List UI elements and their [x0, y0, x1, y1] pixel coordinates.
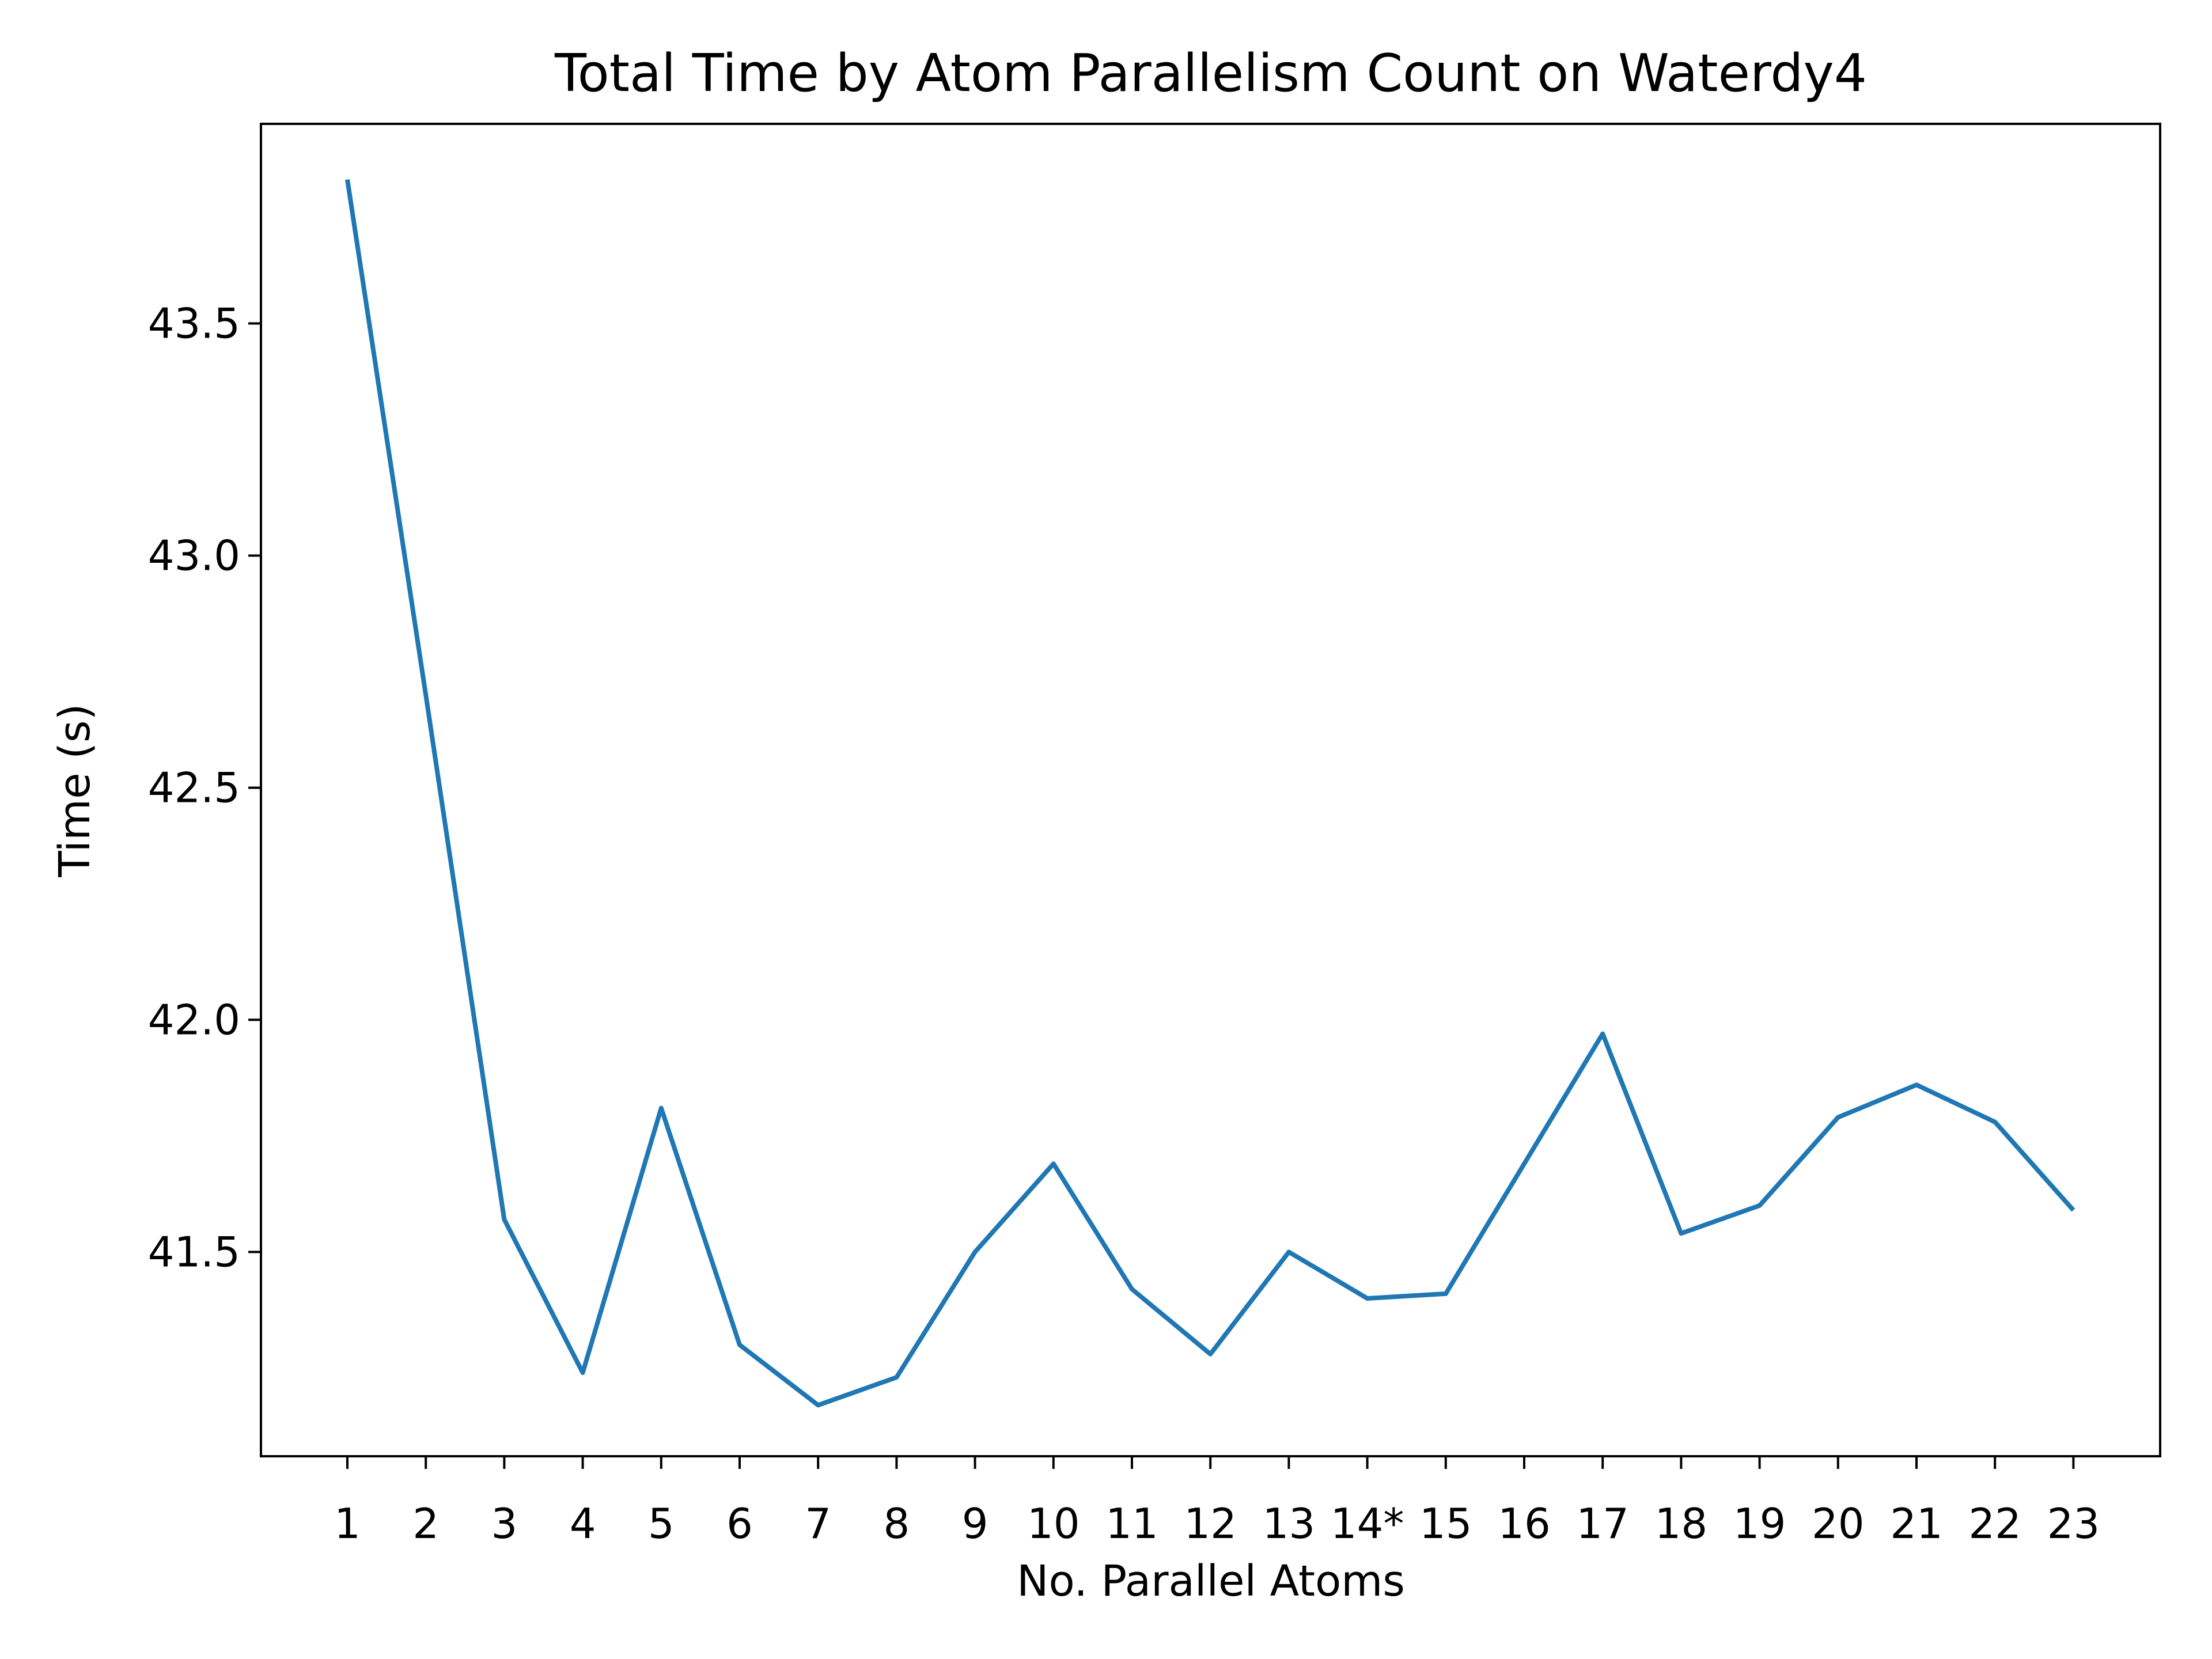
- y-axis-ticks: 41.5 42.0 42.5 43.0 43.5: [148, 300, 261, 1276]
- x-tick-label: 6: [726, 1499, 753, 1548]
- x-tick-label: 1: [334, 1499, 361, 1548]
- x-tick-label: 5: [648, 1499, 675, 1548]
- y-tick-label: 41.5: [148, 1228, 240, 1276]
- y-tick-label: 42.0: [148, 995, 240, 1044]
- x-tick-label: 18: [1655, 1499, 1708, 1548]
- x-tick-label: 14*: [1331, 1499, 1404, 1548]
- x-axis-ticks: 1 2 3 4 5 6 7 8 9 10 11 12 13 14* 15 16 17 18 19 20 21 22 23: [334, 1456, 2100, 1548]
- x-tick-label: 10: [1027, 1499, 1080, 1548]
- x-axis-label: No. Parallel Atoms: [1017, 1556, 1405, 1606]
- x-tick-label: 15: [1419, 1499, 1472, 1548]
- x-tick-label: 13: [1263, 1499, 1316, 1548]
- x-tick-label: 8: [883, 1499, 910, 1548]
- y-tick-label: 43.0: [148, 532, 240, 580]
- x-tick-label: 16: [1498, 1499, 1551, 1548]
- plot-area-frame: [260, 123, 2161, 1457]
- series-layer: [345, 179, 2075, 1408]
- y-tick-label: 42.5: [148, 763, 240, 812]
- x-tick-label: 3: [491, 1499, 517, 1548]
- x-tick-label: 21: [1890, 1499, 1943, 1548]
- x-tick-label: 12: [1184, 1499, 1237, 1548]
- y-tick-label: 43.5: [148, 300, 240, 348]
- y-axis-label: Time (s): [50, 704, 100, 878]
- chart-title: Total Time by Atom Parallelism Count on …: [554, 43, 1867, 104]
- x-tick-label: 2: [412, 1499, 439, 1548]
- x-tick-label: 23: [2047, 1499, 2100, 1548]
- x-tick-label: 22: [1968, 1499, 2021, 1548]
- series-line: [345, 179, 2075, 1408]
- x-tick-label: 4: [570, 1499, 596, 1548]
- x-tick-label: 11: [1105, 1499, 1158, 1548]
- x-tick-label: 9: [962, 1499, 988, 1548]
- x-tick-label: 20: [1812, 1499, 1865, 1548]
- x-tick-label: 19: [1733, 1499, 1786, 1548]
- x-tick-label: 7: [805, 1499, 831, 1548]
- x-tick-label: 17: [1576, 1499, 1629, 1548]
